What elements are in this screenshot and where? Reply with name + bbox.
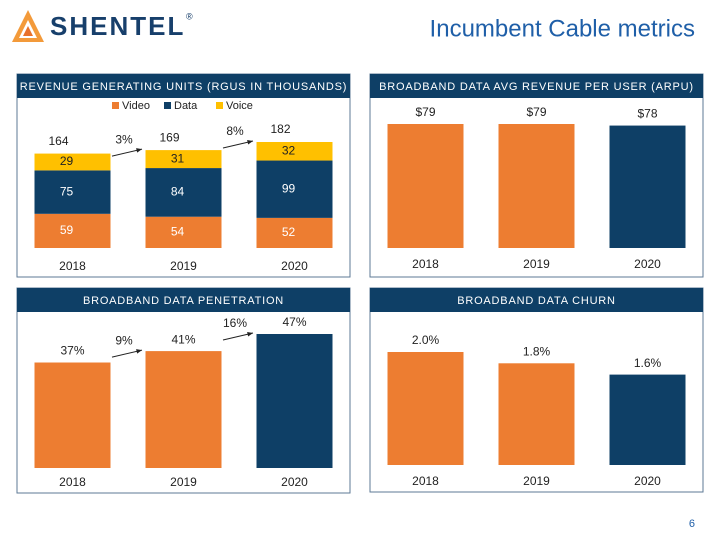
- segment-label: 32: [282, 143, 296, 157]
- panel-header: [370, 288, 703, 312]
- bar: [498, 363, 575, 465]
- segment-label: 84: [171, 185, 185, 199]
- x-tick-label: 2018: [412, 257, 439, 271]
- bar: [387, 352, 464, 465]
- bar: [387, 124, 464, 248]
- value-label: 2.0%: [412, 333, 440, 347]
- bar-segment: [34, 153, 111, 171]
- arrow-head: [136, 349, 142, 354]
- total-label: 164: [48, 134, 68, 148]
- arrow-head: [247, 139, 253, 145]
- slide-title: Incumbent Cable metrics: [430, 15, 695, 42]
- segment-label: 54: [171, 225, 185, 239]
- arrow-head: [247, 331, 253, 337]
- bar-segment: [256, 142, 333, 161]
- logo-mark: ®: [186, 11, 193, 21]
- growth-label: 8%: [226, 124, 244, 138]
- bar: [609, 374, 686, 465]
- bar-segment: [34, 170, 111, 214]
- segment-label: 75: [60, 184, 74, 198]
- panel-title: REVENUE GENERATING UNITS (RGUS IN THOUSA…: [20, 81, 348, 93]
- bar-segment: [145, 216, 222, 248]
- bar: [498, 124, 575, 248]
- value-label: $79: [526, 105, 546, 119]
- x-tick-label: 2020: [281, 259, 308, 273]
- arrow-head: [136, 148, 142, 153]
- logo-icon-core: [23, 26, 33, 36]
- x-tick-label: 2019: [523, 257, 550, 271]
- bar: [145, 351, 222, 468]
- x-tick-label: 2020: [634, 257, 661, 271]
- x-tick-label: 2019: [170, 475, 197, 489]
- x-tick-label: 2020: [281, 475, 308, 489]
- value-label: 37%: [60, 344, 84, 358]
- legend-label: Video: [122, 100, 150, 112]
- value-label: $78: [637, 107, 657, 121]
- bar-segment: [145, 168, 222, 217]
- value-label: 1.8%: [523, 344, 551, 358]
- value-label: 1.6%: [634, 356, 662, 370]
- panel-header: [17, 288, 350, 312]
- bar: [34, 362, 111, 468]
- x-tick-label: 2018: [412, 474, 439, 488]
- bar: [256, 334, 333, 468]
- growth-label: 9%: [115, 333, 133, 347]
- value-label: 41%: [171, 332, 195, 346]
- x-tick-label: 2018: [59, 259, 86, 273]
- panel-title: BROADBAND DATA AVG REVENUE PER USER (ARP…: [379, 81, 694, 93]
- x-tick-label: 2020: [634, 474, 661, 488]
- panel-header: [370, 74, 703, 98]
- panel-title: BROADBAND DATA PENETRATION: [83, 295, 284, 307]
- segment-label: 31: [171, 151, 185, 165]
- total-label: 169: [159, 130, 179, 144]
- legend-swatch: [164, 102, 171, 109]
- bar-segment: [256, 217, 333, 248]
- segment-label: 99: [282, 181, 296, 195]
- x-tick-label: 2019: [170, 259, 197, 273]
- bar-segment: [256, 160, 333, 218]
- page-number: 6: [689, 518, 695, 530]
- panel-title: BROADBAND DATA CHURN: [457, 295, 616, 307]
- panel-header: [17, 74, 350, 98]
- value-label: $79: [415, 105, 435, 119]
- growth-label: 3%: [115, 132, 133, 146]
- logo-text: SHENTEL: [50, 11, 185, 41]
- legend-label: Data: [174, 100, 198, 112]
- growth-label: 16%: [223, 316, 247, 330]
- segment-label: 29: [60, 154, 74, 168]
- bar-segment: [145, 150, 222, 169]
- legend-swatch: [112, 102, 119, 109]
- x-tick-label: 2019: [523, 474, 550, 488]
- legend-label: Voice: [226, 100, 253, 112]
- value-label: 47%: [282, 315, 306, 329]
- legend-swatch: [216, 102, 223, 109]
- total-label: 182: [270, 122, 290, 136]
- bar: [609, 125, 686, 248]
- segment-label: 59: [60, 223, 74, 237]
- bar-segment: [34, 213, 111, 248]
- x-tick-label: 2018: [59, 475, 86, 489]
- segment-label: 52: [282, 225, 296, 239]
